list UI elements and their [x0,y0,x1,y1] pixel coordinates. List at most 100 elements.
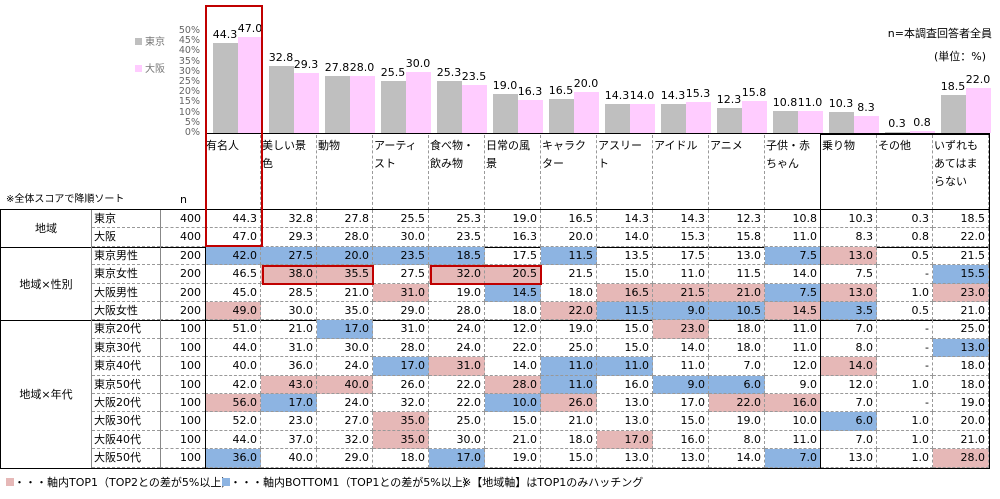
bar-value-label: 15.8 [741,85,767,99]
bar-value-label: 10.3 [828,96,854,110]
table-cell: 44.0 [205,430,261,450]
unit-note: (単位：%) [933,50,986,63]
table-cell: 43.0 [261,375,317,394]
row-label: 東京 [92,210,160,229]
table-cell: 9.0 [653,375,709,394]
table-cell: 17.5 [485,246,541,266]
table-cell: 19.0 [933,394,989,413]
row-n: 400 [160,228,205,247]
bar-osaka [910,131,935,133]
table-cell: 15.0 [485,412,541,431]
bar-value-label: 44.3 [212,27,238,41]
bar-osaka [294,73,319,133]
row-n: 100 [160,357,205,376]
row-label: 大阪30代 [92,412,160,431]
table-cell: 14.0 [765,265,821,284]
header-top-line [820,134,990,135]
bar-tokyo [773,110,798,133]
table-cell: 14.0 [821,357,877,376]
legend-label: 東京 [145,37,165,48]
table-cell: 30.0 [261,302,317,321]
table-cell: 31.0 [373,283,429,302]
row-label: 東京20代 [92,320,160,339]
table-cell: 1.0 [877,412,933,431]
row-n: 200 [160,265,205,284]
table-cell: 28.0 [373,338,429,358]
table-cell: 24.0 [317,394,373,413]
table-cell: 10.5 [709,302,765,321]
table-cell: - [877,357,933,376]
table-cell: 0.3 [877,210,933,229]
table-cell: 8.0 [821,338,877,358]
table-cell: 37.0 [261,430,317,450]
table-cell: 22.0 [541,302,597,321]
table-cell: 20.0 [541,228,597,247]
table-cell: 13.0 [709,246,765,266]
y-tick-label: 50% [178,25,200,36]
table-cell: 38.0 [261,265,317,284]
table-cell: 18.0 [541,283,597,302]
table-cell: 15.8 [709,228,765,247]
row-label: 大阪50代 [92,449,160,468]
sort-note: ※全体スコアで降順ソート [6,194,125,205]
row-label: 大阪40代 [92,431,160,450]
table-cell: 30.0 [429,430,485,450]
bar-osaka [238,37,263,133]
table-cell: 25.3 [429,210,485,229]
table-cell: 15.0 [597,320,653,339]
table-cell: 13.0 [821,283,877,302]
table-cell: 6.0 [821,412,877,431]
table-cell: 21.0 [485,430,541,450]
table-cell: 31.0 [373,320,429,339]
table-cell: 10.8 [765,210,821,229]
table-cell: 15.0 [597,265,653,284]
table-cell: 13.0 [597,412,653,431]
bar-tokyo [605,103,630,133]
table-cell: 21.0 [709,283,765,302]
table-cell: 23.0 [653,320,709,339]
table-cell: 42.0 [205,246,261,266]
table-cell: 11.0 [653,265,709,284]
bar-value-label: 8.3 [857,101,875,115]
n-col-divider [205,135,206,468]
table-cell: 42.0 [205,375,261,394]
table-cell: 16.0 [653,430,709,450]
table-cell: 14.3 [653,210,709,229]
y-tick-label: 35% [178,55,200,67]
table-cell: 35.5 [317,265,373,284]
table-cell: 11.0 [765,320,821,339]
bar-tokyo [493,94,518,133]
table-cell: 19.0 [709,412,765,431]
table-cell: 11.0 [765,430,821,450]
group-divider [0,246,990,248]
row-n: 100 [160,375,205,394]
bar-value-label: 30.0 [405,56,431,70]
table-cell: 16.5 [597,283,653,302]
table-cell: 21.5 [541,265,597,284]
table-cell: 40.0 [261,449,317,468]
bar-tokyo [325,76,350,133]
table-cell: 11.5 [541,246,597,266]
legend-osaka: 大阪 [135,60,165,75]
table-cell: 18.0 [933,357,989,376]
base-note: n=本調査回答者全員 [887,27,992,40]
table-cell: 16.0 [765,394,821,413]
bar-value-label: 14.0 [629,89,655,103]
table-cell: 18.0 [373,449,429,468]
table-cell: 14.5 [485,283,541,302]
table-cell: 31.0 [261,338,317,358]
bar-value-label: 25.3 [436,66,462,80]
row-n: 100 [160,320,205,339]
row-label: 東京50代 [92,376,160,394]
row-n: 100 [160,394,205,413]
group-label: 地域×年代 [0,320,92,468]
bar-osaka [406,71,431,133]
column-header: 動物 [317,135,373,210]
bar-tokyo [661,103,686,133]
table-cell: 32.0 [317,430,373,450]
row-n: 100 [160,412,205,431]
table-cell: 10.0 [485,394,541,413]
legend-label: 大阪 [145,64,165,75]
table-cell: 35.0 [373,430,429,450]
bar-value-label: 19.0 [492,79,518,93]
